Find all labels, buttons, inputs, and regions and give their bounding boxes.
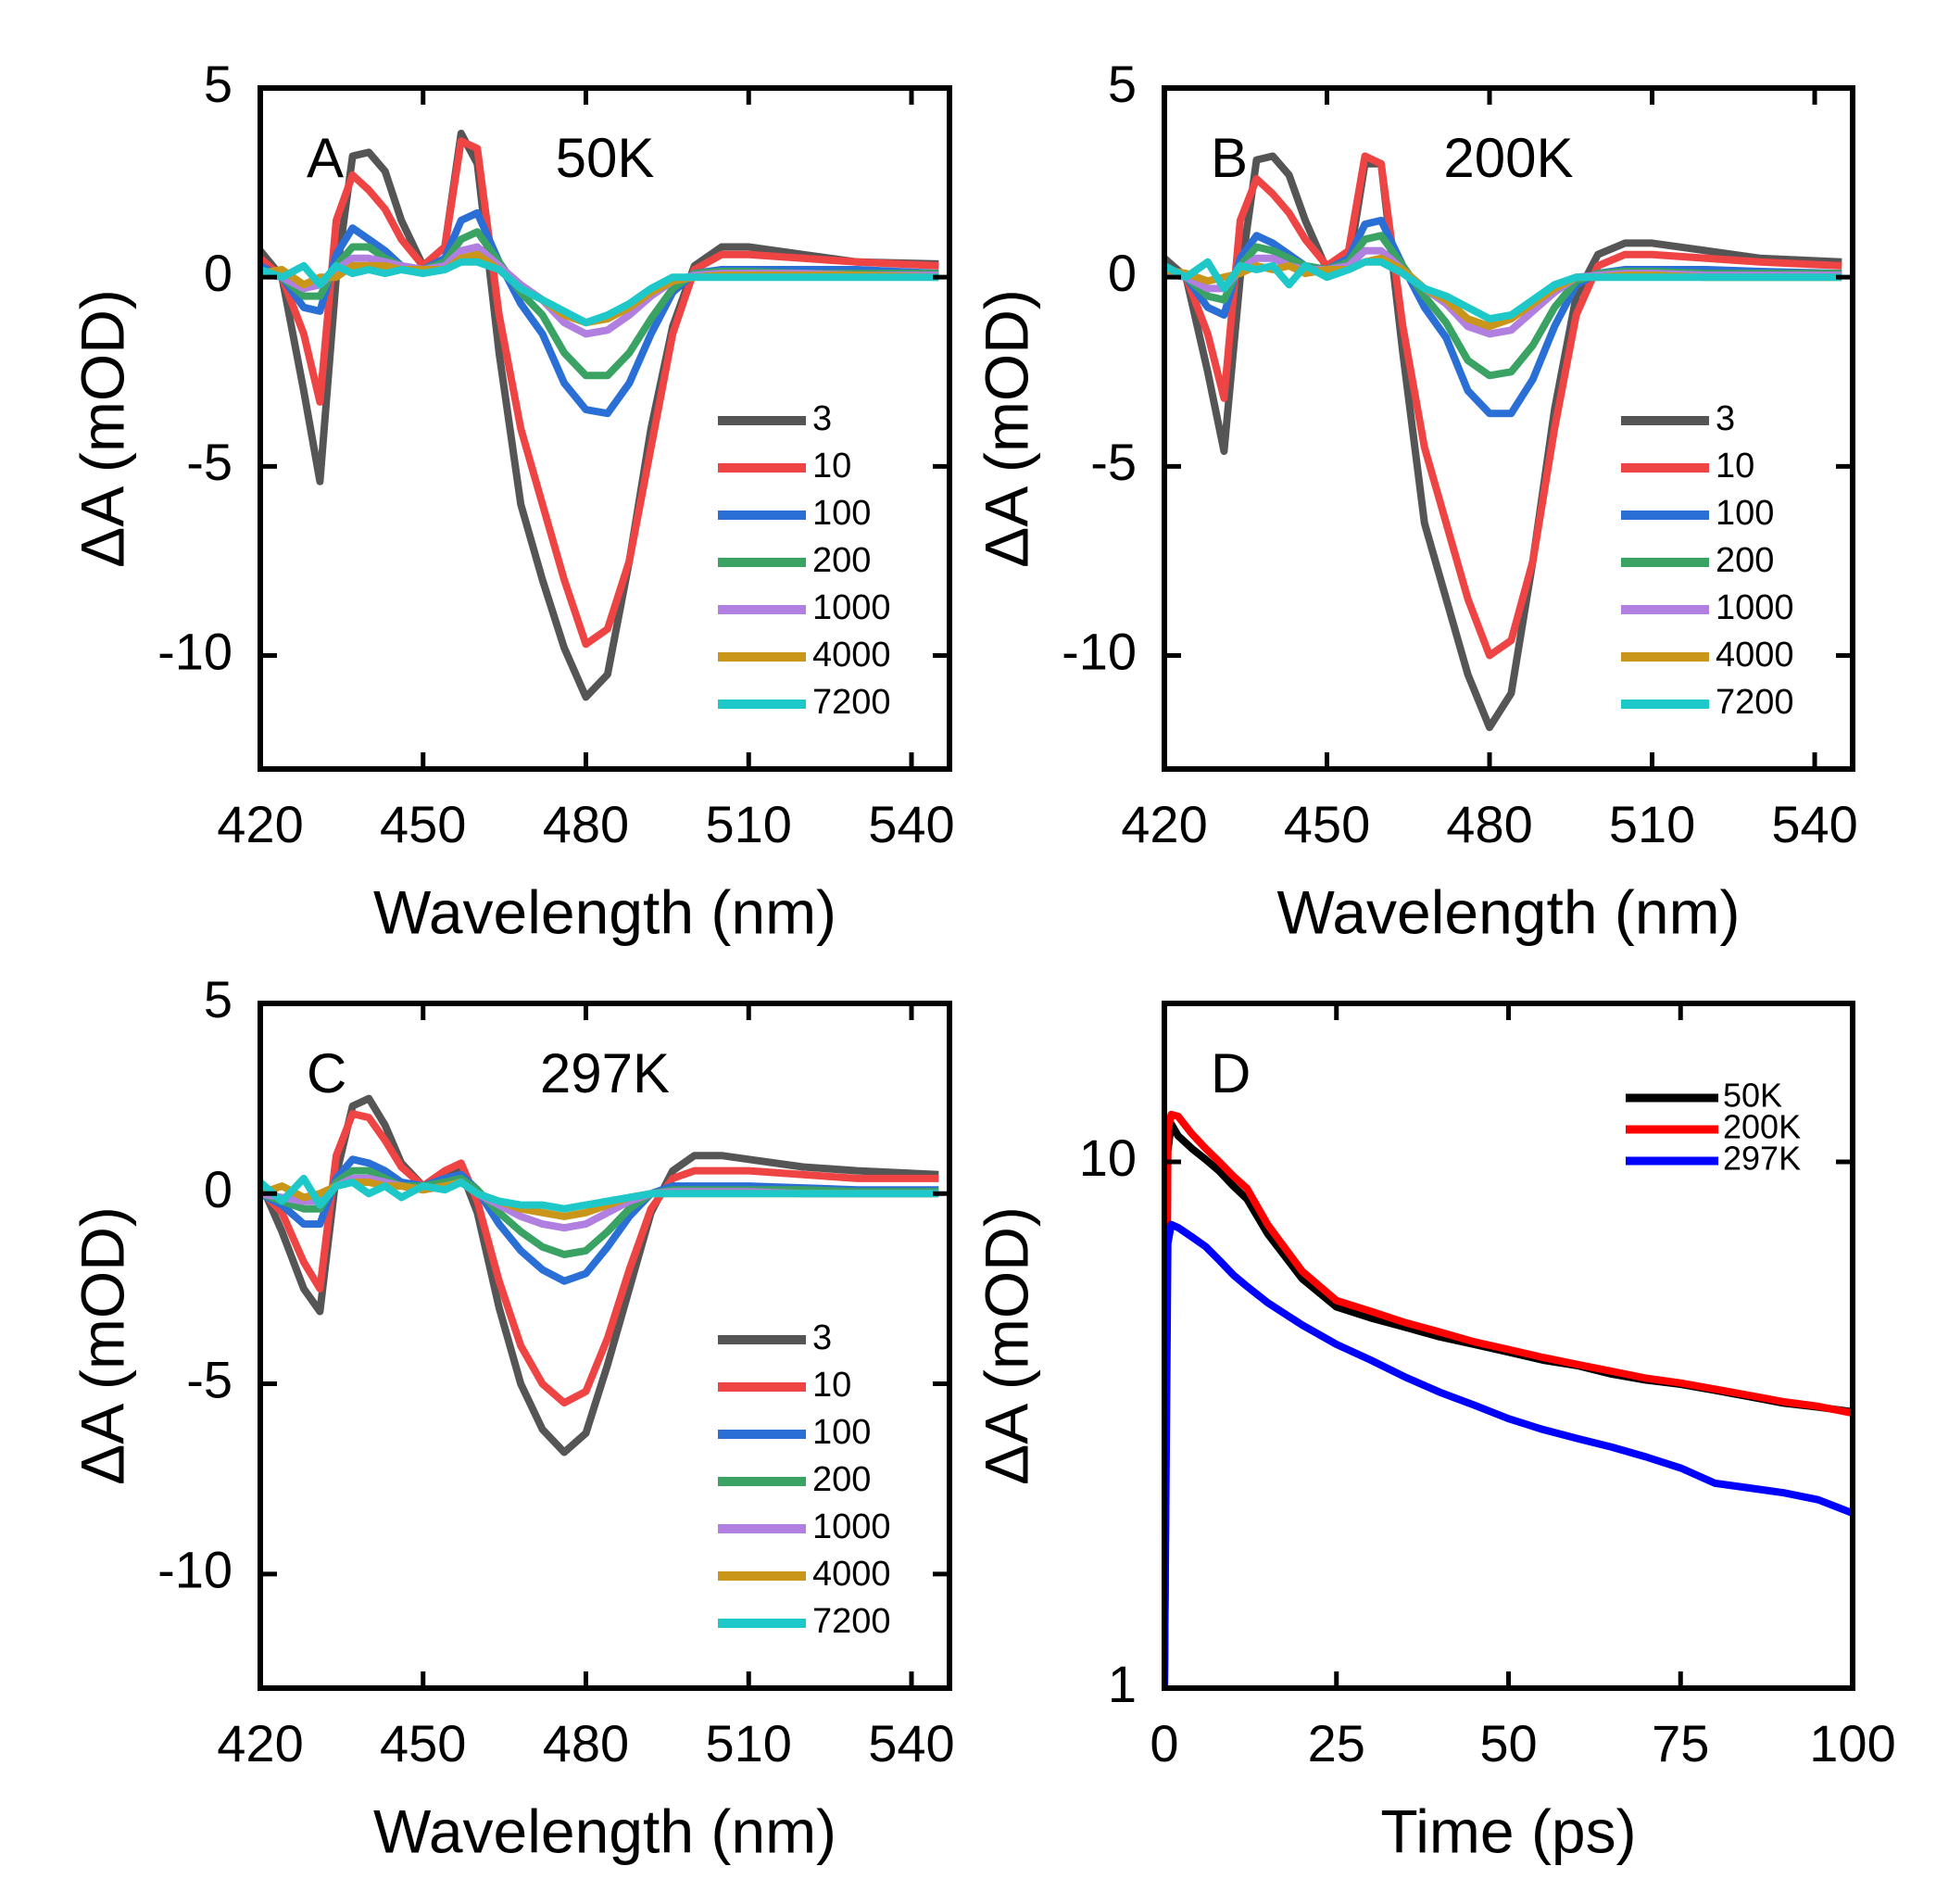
legend-label: 1000 xyxy=(1716,588,1794,627)
y-axis-label: ΔA (mOD) xyxy=(972,1206,1040,1485)
legend-label: 200 xyxy=(812,541,871,580)
plot-frame xyxy=(1162,85,1855,772)
x-tick-label: 0 xyxy=(1150,1714,1178,1772)
x-tick-label: 510 xyxy=(706,1714,792,1772)
legend-label: 100 xyxy=(812,1413,871,1452)
y-tick-label: 0 xyxy=(1108,244,1137,302)
y-tick-label: 5 xyxy=(204,55,233,113)
legend-label: 200 xyxy=(1716,541,1774,580)
series-line xyxy=(260,250,939,327)
series-line xyxy=(1164,258,1842,323)
y-tick-label: -5 xyxy=(186,1350,233,1408)
series-line xyxy=(260,1155,939,1285)
legend-label: 50K xyxy=(1723,1077,1782,1115)
x-tick-label: 420 xyxy=(217,795,303,853)
x-tick-label: 450 xyxy=(380,1714,466,1772)
x-tick-label: 540 xyxy=(868,795,954,853)
legend-label: 7200 xyxy=(812,683,891,722)
legend-label: 100 xyxy=(812,494,871,533)
panel-label: D xyxy=(1211,1042,1251,1104)
plot-area xyxy=(1164,152,1842,732)
y-axis-label: ΔA (mOD) xyxy=(972,289,1040,568)
series-line xyxy=(260,208,939,418)
panel-label: C xyxy=(307,1042,346,1104)
legend-label: 1000 xyxy=(812,588,891,627)
plot-area xyxy=(1164,1110,1853,1688)
y-tick-label: 0 xyxy=(204,244,233,302)
panel-label: A xyxy=(307,127,344,189)
series-line xyxy=(260,137,939,649)
x-tick-label: 100 xyxy=(1809,1714,1895,1772)
series-line xyxy=(260,258,939,327)
annotation: 200K xyxy=(1443,127,1573,189)
x-tick-label: 450 xyxy=(1284,795,1370,853)
series-line xyxy=(1164,152,1842,732)
series-line xyxy=(260,130,939,701)
x-axis-label: Wavelength (nm) xyxy=(373,1797,836,1865)
x-tick-label: 540 xyxy=(1771,795,1857,853)
legend-label: 4000 xyxy=(812,636,891,675)
series-line xyxy=(1164,1110,1853,1688)
legend-label: 4000 xyxy=(812,1555,891,1594)
legend-label: 3 xyxy=(812,1318,832,1357)
x-tick-label: 75 xyxy=(1652,1714,1709,1772)
x-tick-label: 480 xyxy=(543,1714,629,1772)
x-tick-label: 50 xyxy=(1479,1714,1537,1772)
series-line xyxy=(260,1110,939,1407)
series-line xyxy=(1164,152,1842,660)
x-tick-label: 480 xyxy=(1446,795,1532,853)
y-tick-label: -5 xyxy=(186,433,233,491)
legend-label: 7200 xyxy=(812,1602,891,1641)
x-axis-label: Wavelength (nm) xyxy=(373,877,836,946)
series-line xyxy=(1164,1220,1853,1688)
series-line xyxy=(260,228,939,380)
x-tick-label: 510 xyxy=(1609,795,1695,853)
legend-label: 297K xyxy=(1723,1140,1801,1178)
plot-frame xyxy=(258,85,952,772)
y-tick-label: 10 xyxy=(1079,1129,1137,1187)
y-tick-label: -5 xyxy=(1090,433,1137,491)
y-tick-label: -10 xyxy=(157,1541,233,1599)
legend-label: 10 xyxy=(812,447,851,485)
x-axis-label: Time (ps) xyxy=(1380,1797,1636,1865)
legend-label: 3 xyxy=(1716,399,1735,438)
x-tick-label: 510 xyxy=(706,795,792,853)
plot-frame xyxy=(258,1001,952,1691)
x-tick-label: 540 xyxy=(868,1714,954,1772)
legend-label: 7200 xyxy=(1716,683,1794,722)
y-axis-label: ΔA (mOD) xyxy=(68,1206,136,1485)
x-tick-label: 420 xyxy=(1121,795,1207,853)
plot-area xyxy=(260,130,939,701)
panel-label: B xyxy=(1211,127,1248,189)
legend-label: 10 xyxy=(1716,447,1754,485)
legend-label: 200K xyxy=(1723,1108,1801,1146)
x-axis-label: Wavelength (nm) xyxy=(1276,877,1740,946)
y-tick-label: 5 xyxy=(1108,55,1137,113)
y-axis-label: ΔA (mOD) xyxy=(68,289,136,568)
legend-label: 10 xyxy=(812,1366,851,1405)
x-tick-label: 420 xyxy=(217,1714,303,1772)
x-tick-label: 450 xyxy=(380,795,466,853)
x-tick-label: 25 xyxy=(1308,1714,1365,1772)
legend-label: 3 xyxy=(812,399,832,438)
legend-label: 100 xyxy=(1716,494,1774,533)
y-tick-label: -10 xyxy=(157,622,233,680)
series-line xyxy=(1164,1120,1853,1688)
y-tick-label: 1 xyxy=(1108,1655,1137,1713)
x-tick-label: 480 xyxy=(543,795,629,853)
annotation: 50K xyxy=(556,127,655,189)
legend-label: 200 xyxy=(812,1460,871,1499)
y-tick-label: 5 xyxy=(204,970,233,1028)
series-line xyxy=(260,1174,939,1213)
annotation: 297K xyxy=(540,1042,670,1104)
y-tick-label: 0 xyxy=(204,1160,233,1218)
plot-area xyxy=(260,1094,939,1456)
legend-label: 4000 xyxy=(1716,636,1794,675)
y-tick-label: -10 xyxy=(1062,622,1137,680)
legend-label: 1000 xyxy=(812,1507,891,1546)
